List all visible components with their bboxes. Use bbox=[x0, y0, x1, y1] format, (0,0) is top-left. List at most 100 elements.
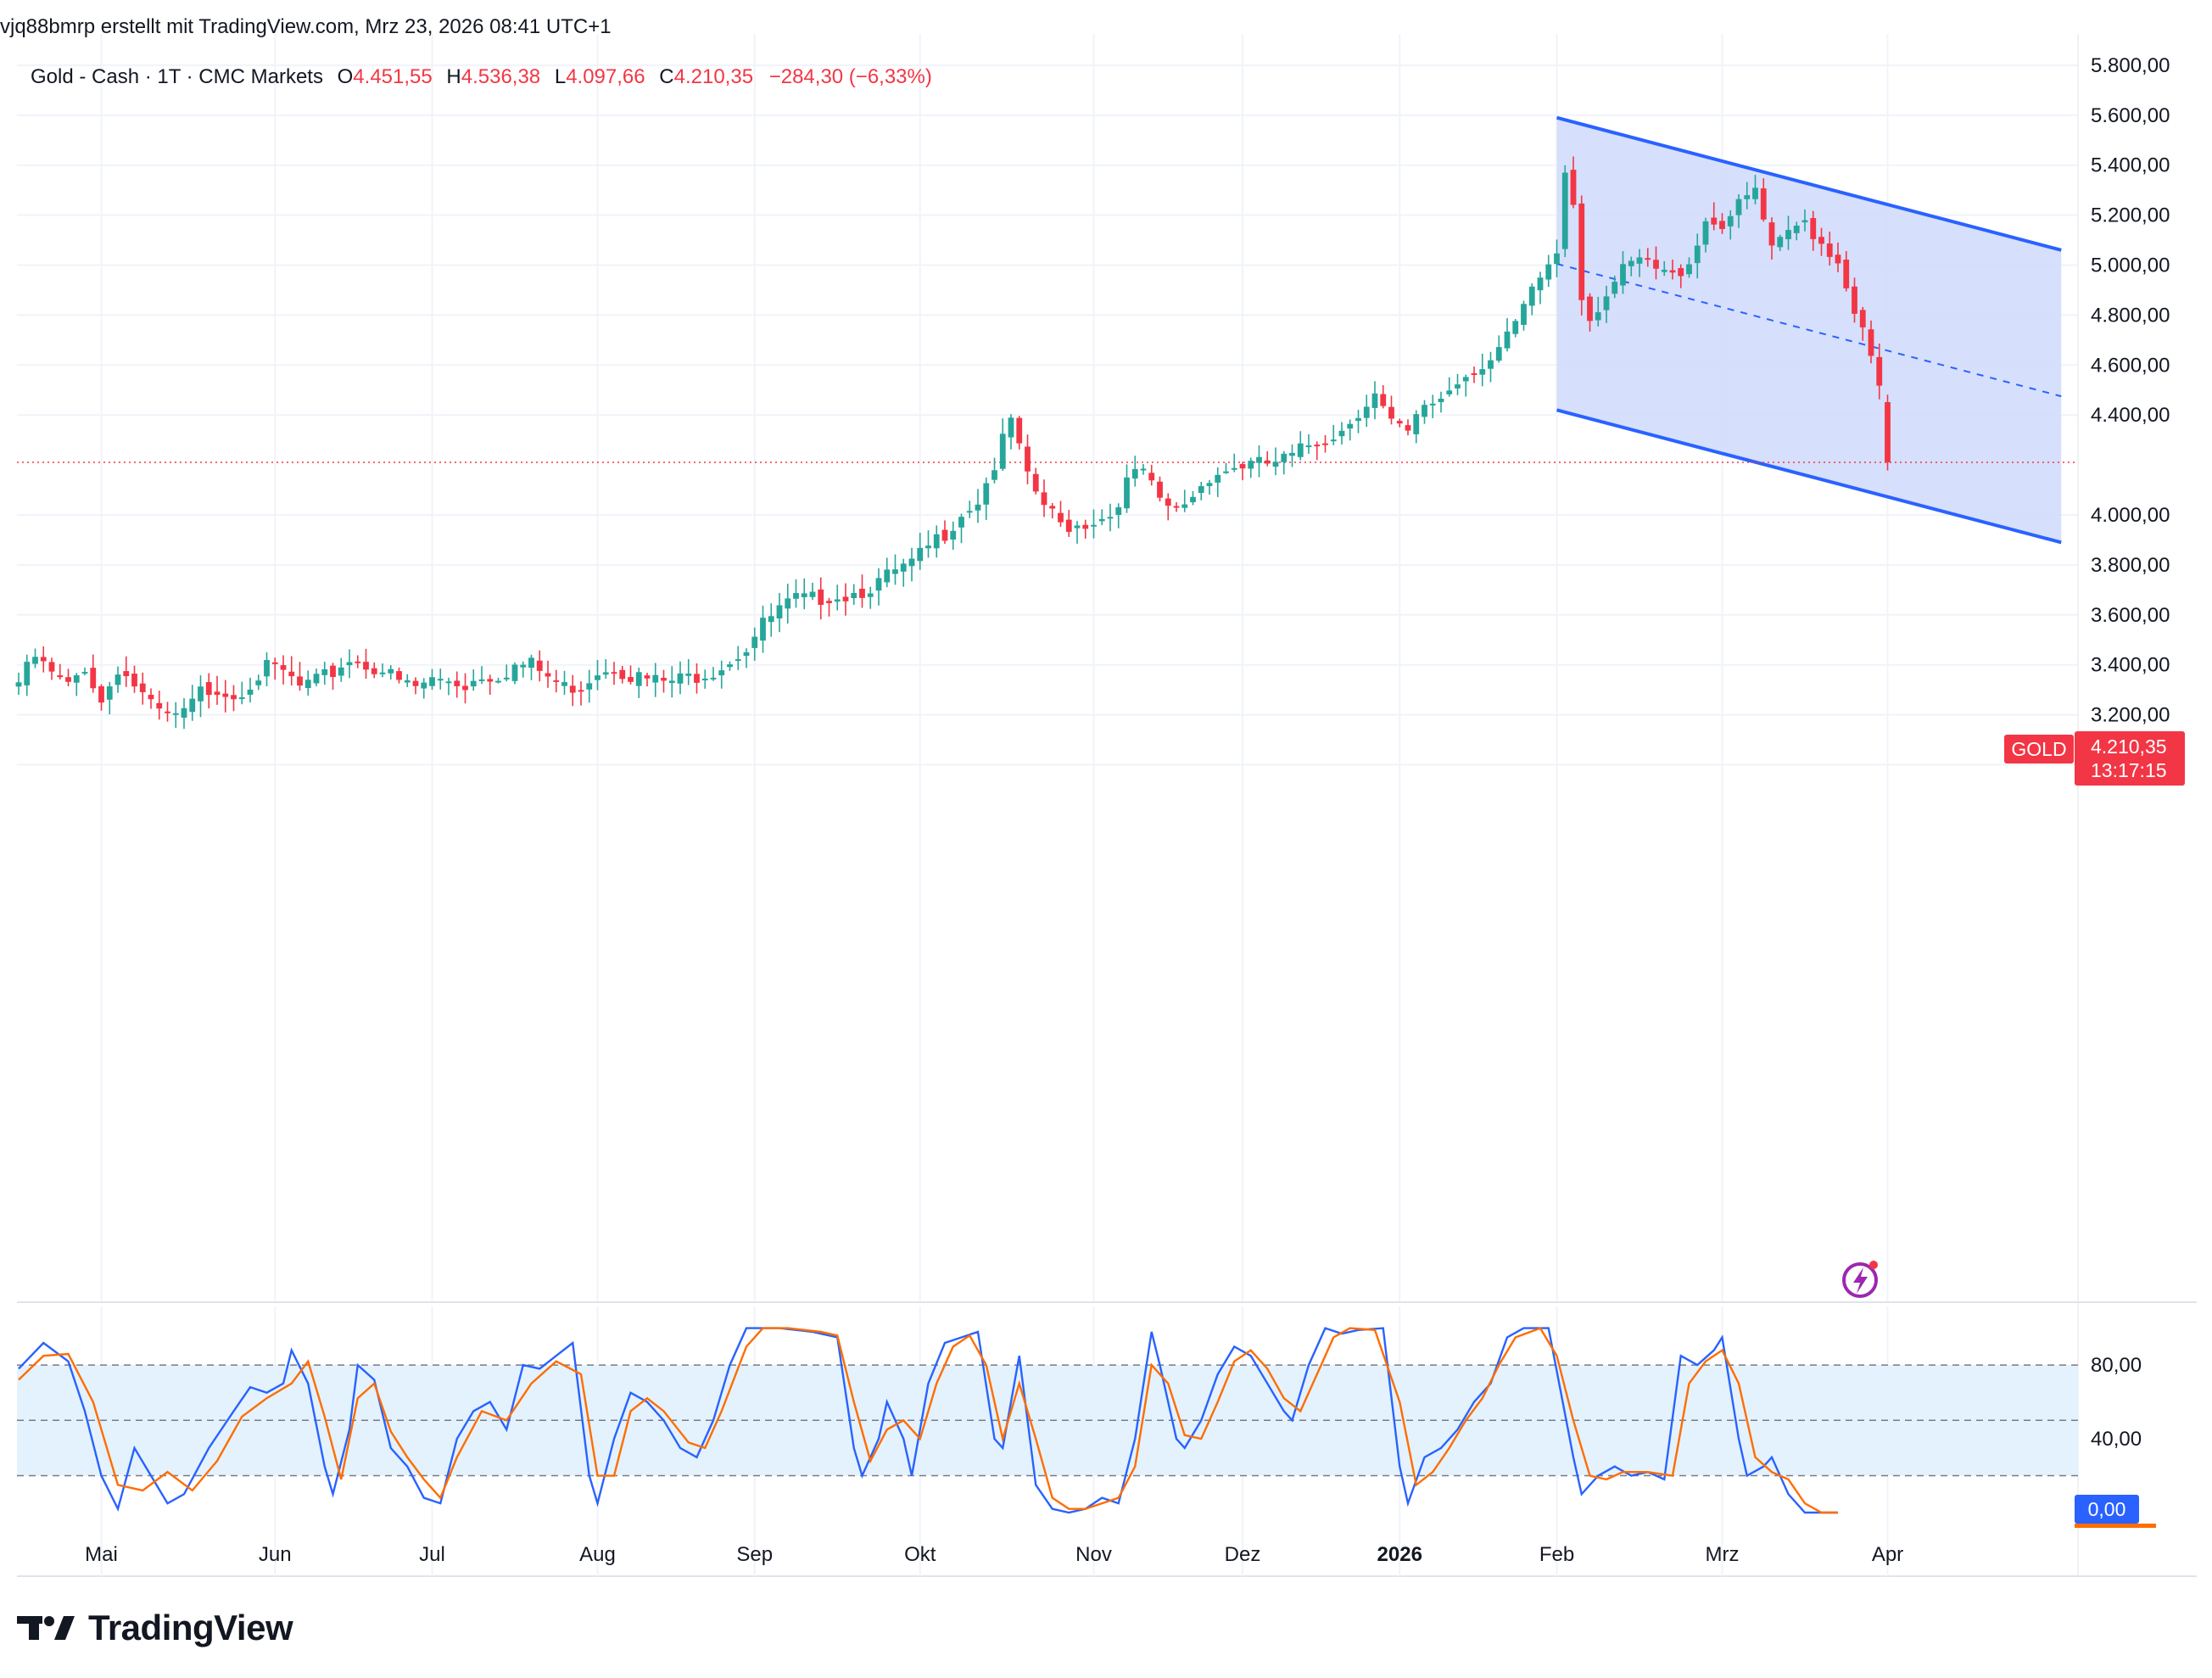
candle-body bbox=[1206, 483, 1213, 486]
candle-body bbox=[1719, 221, 1725, 229]
legend-close-value: 4.210,35 bbox=[674, 65, 753, 88]
candle-body bbox=[511, 664, 518, 681]
candle-body bbox=[975, 504, 981, 511]
candle-body bbox=[1413, 414, 1420, 434]
candle-body bbox=[355, 661, 361, 663]
tradingview-logo-icon bbox=[17, 1616, 75, 1640]
price-tick-label: 3.400,00 bbox=[2091, 654, 2170, 677]
candle-body bbox=[1885, 402, 1891, 463]
candle-body bbox=[1768, 222, 1775, 246]
candle-body bbox=[1595, 312, 1601, 321]
price-tick-label: 4.400,00 bbox=[2091, 404, 2170, 427]
last-price-value: 4.210,35 bbox=[2091, 736, 2167, 758]
candle-body bbox=[297, 676, 303, 686]
candle-body bbox=[1528, 286, 1535, 306]
candle-body bbox=[950, 530, 957, 540]
candle-body bbox=[1165, 498, 1171, 506]
osc-d-tag bbox=[2075, 1524, 2156, 1528]
oscillator-grid bbox=[17, 1306, 2078, 1576]
time-tick-label: Sep bbox=[736, 1543, 773, 1566]
candle-body bbox=[1570, 170, 1577, 205]
candle-body bbox=[487, 679, 494, 682]
candle-body bbox=[1107, 517, 1114, 519]
candle-body bbox=[1488, 360, 1494, 369]
price-tick-label: 3.600,00 bbox=[2091, 604, 2170, 627]
candle-body bbox=[1363, 406, 1370, 418]
candle-body bbox=[1405, 425, 1411, 431]
regression-channel bbox=[17, 115, 2078, 545]
channel-upper-line bbox=[1556, 115, 2062, 252]
candle-body bbox=[454, 680, 461, 686]
candle-body bbox=[1653, 260, 1659, 269]
candle-body bbox=[1198, 486, 1204, 494]
candle-body bbox=[1760, 188, 1767, 220]
candle-body bbox=[1305, 445, 1312, 448]
candle-body bbox=[1545, 264, 1552, 280]
candle-body bbox=[1131, 468, 1138, 479]
candle-body bbox=[727, 664, 733, 668]
candlestick-series bbox=[15, 156, 1891, 730]
candle-body bbox=[520, 664, 527, 668]
candle-body bbox=[90, 668, 97, 689]
candle-body bbox=[842, 596, 849, 601]
candle-body bbox=[1636, 257, 1643, 264]
price-tick-label: 5.000,00 bbox=[2091, 254, 2170, 277]
candle-body bbox=[1645, 258, 1651, 260]
candle-body bbox=[437, 679, 444, 681]
candle-body bbox=[404, 680, 411, 683]
candle-body bbox=[32, 657, 38, 664]
candle-body bbox=[271, 662, 278, 664]
candle-body bbox=[1157, 481, 1163, 498]
candle-body bbox=[1521, 304, 1527, 325]
candle-body bbox=[545, 673, 551, 677]
candle-body bbox=[1297, 443, 1304, 457]
candle-body bbox=[685, 673, 692, 676]
candle-body bbox=[338, 667, 344, 676]
candle-body bbox=[1603, 296, 1610, 310]
candle-body bbox=[1578, 203, 1585, 300]
candle-body bbox=[1826, 243, 1833, 257]
candle-body bbox=[1628, 260, 1634, 266]
candle-body bbox=[809, 591, 816, 597]
candle-body bbox=[1289, 452, 1295, 456]
candle-body bbox=[602, 672, 609, 675]
lightning-icon[interactable] bbox=[1842, 1261, 1878, 1298]
candle-body bbox=[1223, 471, 1229, 473]
candle-body bbox=[65, 677, 71, 682]
candle-body bbox=[718, 670, 725, 676]
price-tick-label: 5.400,00 bbox=[2091, 154, 2170, 177]
candle-body bbox=[1264, 460, 1271, 464]
candle-body bbox=[321, 668, 328, 675]
candle-body bbox=[115, 674, 121, 685]
candle-body bbox=[1818, 237, 1824, 244]
candle-body bbox=[148, 695, 154, 700]
candle-body bbox=[156, 702, 163, 709]
time-tick-label: Mrz bbox=[1706, 1543, 1740, 1566]
candle-body bbox=[1231, 467, 1237, 470]
candle-body bbox=[619, 669, 626, 680]
candle-body bbox=[371, 668, 377, 674]
candle-body bbox=[214, 691, 221, 696]
candle-body bbox=[106, 686, 113, 700]
candle-body bbox=[884, 569, 891, 583]
candle-body bbox=[81, 672, 88, 674]
candle-body bbox=[363, 662, 369, 670]
candle-body bbox=[1032, 473, 1039, 492]
candle-body bbox=[1098, 518, 1105, 522]
candle-body bbox=[958, 517, 964, 528]
candle-body bbox=[694, 674, 700, 683]
candle-body bbox=[1091, 524, 1097, 527]
candle-body bbox=[635, 672, 642, 686]
candle-body bbox=[1711, 217, 1718, 225]
candle-body bbox=[40, 657, 47, 662]
legend-close-label: C bbox=[659, 65, 673, 88]
time-tick-label: Feb bbox=[1539, 1543, 1574, 1566]
candle-body bbox=[1049, 506, 1056, 509]
price-tick-label: 5.600,00 bbox=[2091, 104, 2170, 127]
candle-body bbox=[48, 662, 55, 672]
channel-mid-line bbox=[1556, 263, 2062, 398]
candle-body bbox=[330, 665, 336, 677]
candle-body bbox=[1694, 245, 1701, 264]
tradingview-logo[interactable]: TradingView bbox=[17, 1608, 293, 1648]
